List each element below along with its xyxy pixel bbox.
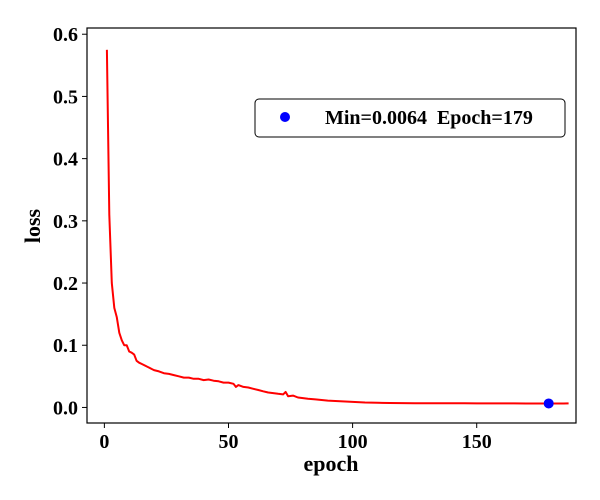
- x-tick-label: 100: [338, 431, 368, 453]
- x-tick-label: 0: [99, 431, 109, 453]
- loss-series-line: [105, 49, 569, 405]
- x-tick-label: 50: [218, 431, 238, 453]
- x-tick-label: 150: [462, 431, 492, 453]
- tick-layer: 0 50 100 150 0.0 0.1 0.2 0.3 0.4 0.5 0.6: [53, 24, 492, 453]
- legend-marker: [280, 112, 290, 122]
- y-tick-label: 0.2: [53, 273, 78, 295]
- y-tick-label: 0.4: [53, 149, 78, 171]
- legend-label: Min=0.0064 Epoch=179: [325, 107, 533, 129]
- legend-box: [254, 98, 566, 138]
- plot-area: [105, 49, 569, 409]
- y-tick-label: 0.0: [53, 397, 78, 419]
- y-tick-label: 0.6: [53, 24, 78, 46]
- minimum-marker: [543, 398, 554, 409]
- y-tick-label: 0.1: [53, 335, 78, 357]
- x-axis-label: epoch: [304, 451, 359, 476]
- axes-frame: [86, 27, 577, 424]
- y-axis-label: loss: [20, 208, 45, 243]
- y-tick-label: 0.5: [53, 86, 78, 108]
- y-tick-label: 0.3: [53, 211, 78, 233]
- legend: Min=0.0064 Epoch=179: [254, 98, 566, 138]
